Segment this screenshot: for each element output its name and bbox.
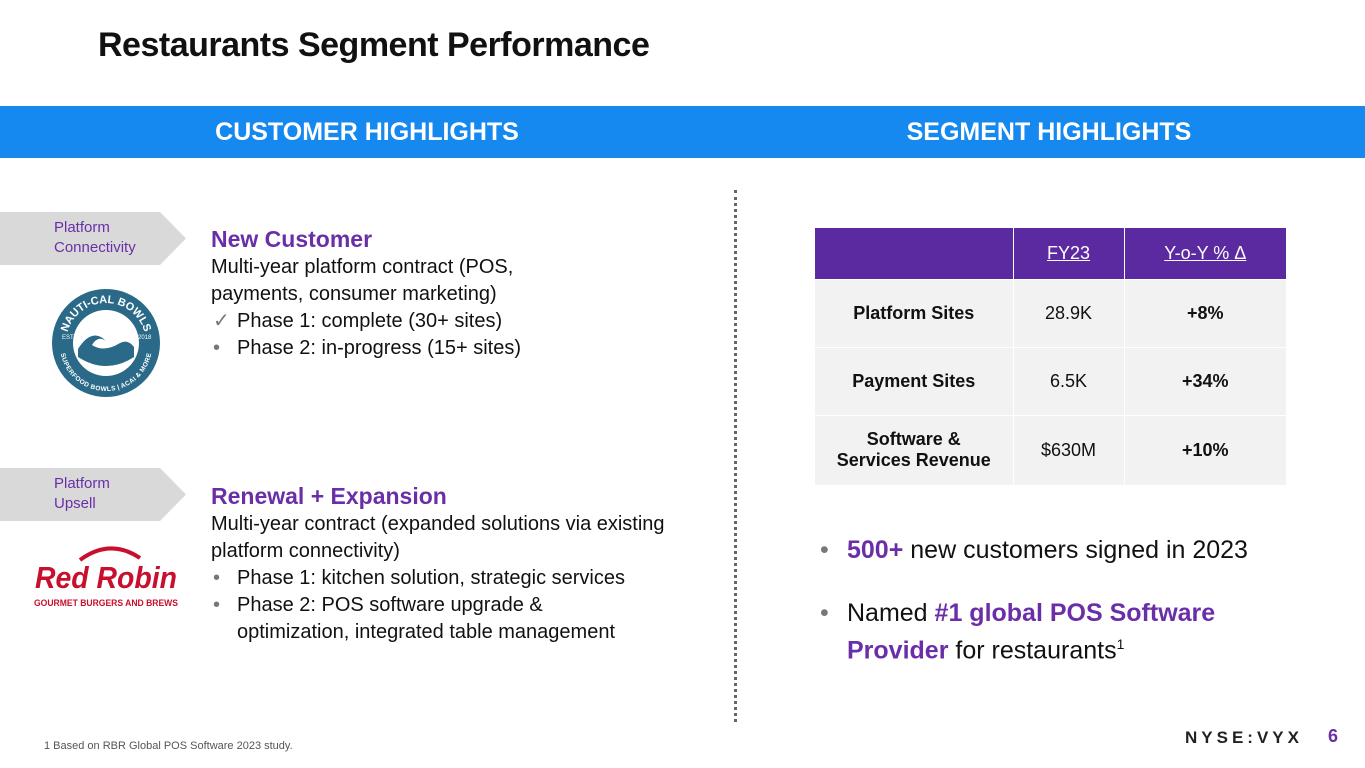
cell: $630M (1012, 414, 1125, 485)
highlight: • 500+ new customers signed in 2023 (820, 535, 1300, 566)
logo-redrobin: Red Robin GOURMET BURGERS AND BREWS (34, 546, 178, 608)
header-cell (815, 228, 1013, 279)
cell: 6.5K (1012, 346, 1125, 415)
tag-text: Platform Upsell (54, 475, 110, 512)
header-cell: FY23 (1012, 228, 1125, 279)
highlight: • Named #1 global POS Software Provider … (820, 598, 1250, 666)
cell: +10% (1123, 414, 1286, 485)
item: • Phase 1: kitchen solution, strategic se… (211, 565, 681, 592)
segment-table: FY23 Y-o-Y % Δ Platform Sites 28.9K +8% Pay… (815, 228, 1286, 485)
row-label: Software & Services Revenue (815, 414, 1013, 485)
accent-text: #1 global POS Software Provider (847, 599, 1216, 665)
marker: • (213, 567, 221, 589)
list: ✓ Phase 1: complete (30+ sites) • Phase 2:… (211, 308, 711, 362)
logo-year: 2018 (138, 335, 152, 341)
item: • Phase 2: POS software upgrade & optimiz… (211, 592, 651, 646)
logo-est: EST. (62, 335, 75, 341)
item: • Phase 2: in-progress (15+ sites) (211, 335, 711, 362)
list: • Phase 1: kitchen solution, strategic se… (211, 565, 681, 646)
tag: Platform Connectivity (0, 212, 186, 265)
banner-right: SEGMENT HIGHLIGHTS (906, 118, 1192, 146)
tag-text: Platform Connectivity (54, 219, 136, 256)
title: Restaurants Segment Performance (98, 26, 650, 64)
text: for restaurants (955, 636, 1117, 665)
header-cell: Y-o-Y % Δ (1123, 228, 1286, 279)
ticker: NYSE:VYX (1185, 728, 1303, 747)
logo-name: Red Robin (35, 560, 177, 595)
accent-text: 500+ (847, 536, 904, 564)
marker: • (213, 594, 221, 616)
marker: • (820, 536, 829, 564)
marker: ✓ (213, 310, 230, 332)
page-number: 6 (1328, 726, 1339, 746)
customer: New Customer Multi-year platform contrac… (211, 224, 711, 362)
row-label: Payment Sites (815, 346, 1013, 415)
heading: Renewal + Expansion (211, 483, 447, 509)
item-text: Phase 2: POS software upgrade & optimiza… (237, 594, 616, 643)
banner-left: CUSTOMER HIGHLIGHTS (215, 118, 519, 146)
tag: Platform Upsell (0, 468, 186, 521)
text: new customers signed in 2023 (910, 536, 1248, 564)
description: Multi-year platform contract (POS, payme… (211, 256, 514, 305)
banner: CUSTOMER HIGHLIGHTS SEGMENT HIGHLIGHTS (0, 106, 1365, 158)
customer: Renewal + Expansion Multi-year contract … (211, 481, 681, 646)
cell: +8% (1123, 278, 1286, 347)
heading: New Customer (211, 226, 373, 252)
item-text: Phase 2: in-progress (15+ sites) (237, 337, 522, 359)
row-label: Platform Sites (815, 278, 1013, 347)
item-text: Phase 1: kitchen solution, strategic ser… (237, 567, 625, 589)
logo-nauticalbowls: NAUTI-CAL BOWLS SUPERFOOD BOWLS | ACAI &… (52, 289, 160, 397)
item-text: Phase 1: complete (30+ sites) (237, 310, 503, 332)
marker: • (820, 599, 829, 627)
text: Named (847, 599, 928, 627)
footnote: 1 Based on RBR Global POS Software 2023 … (44, 740, 293, 752)
divider (734, 190, 737, 722)
item: ✓ Phase 1: complete (30+ sites) (211, 308, 711, 335)
description: Multi-year contract (expanded solutions … (211, 513, 665, 562)
cell: +34% (1123, 346, 1286, 415)
cell: 28.9K (1012, 278, 1125, 347)
marker: • (213, 337, 221, 359)
logo-tagline: GOURMET BURGERS AND BREWS (34, 598, 178, 608)
footnote-ref: 1 (1116, 636, 1125, 652)
